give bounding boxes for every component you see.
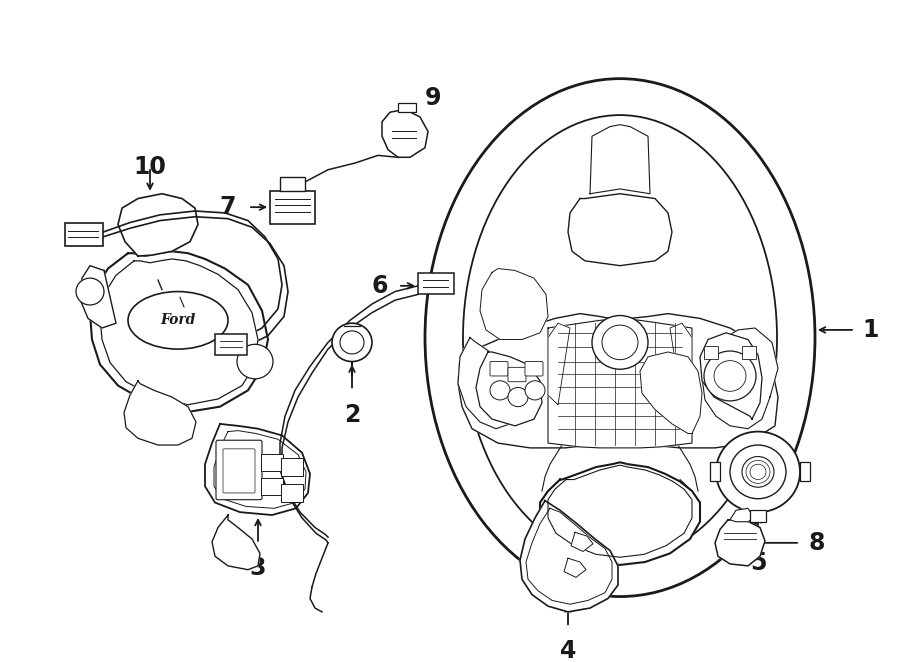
Ellipse shape	[128, 291, 228, 349]
Text: 1: 1	[862, 318, 878, 342]
Polygon shape	[590, 124, 650, 194]
Circle shape	[76, 278, 104, 305]
Polygon shape	[700, 333, 762, 419]
Polygon shape	[458, 314, 778, 448]
Polygon shape	[715, 520, 765, 566]
Circle shape	[237, 344, 273, 379]
Text: 7: 7	[220, 195, 236, 219]
FancyBboxPatch shape	[800, 462, 810, 481]
FancyBboxPatch shape	[750, 510, 766, 522]
FancyBboxPatch shape	[418, 273, 454, 295]
FancyBboxPatch shape	[215, 334, 247, 355]
Polygon shape	[90, 252, 268, 412]
Polygon shape	[564, 558, 586, 577]
FancyBboxPatch shape	[280, 177, 305, 191]
FancyBboxPatch shape	[281, 459, 303, 476]
Circle shape	[525, 381, 545, 400]
FancyBboxPatch shape	[525, 361, 543, 376]
Text: 6: 6	[372, 274, 388, 298]
Circle shape	[704, 351, 756, 401]
FancyBboxPatch shape	[65, 222, 103, 246]
FancyBboxPatch shape	[490, 361, 508, 376]
FancyBboxPatch shape	[281, 485, 303, 502]
Polygon shape	[118, 194, 198, 256]
Polygon shape	[212, 515, 260, 570]
Text: 5: 5	[750, 551, 766, 575]
Polygon shape	[568, 194, 672, 265]
Text: 4: 4	[560, 639, 576, 662]
Text: 10: 10	[133, 156, 166, 179]
FancyBboxPatch shape	[216, 440, 262, 500]
Polygon shape	[480, 269, 548, 340]
Polygon shape	[540, 462, 700, 565]
Circle shape	[730, 445, 786, 498]
FancyBboxPatch shape	[508, 367, 526, 382]
FancyBboxPatch shape	[398, 103, 416, 113]
Text: 3: 3	[250, 556, 266, 581]
Polygon shape	[571, 532, 593, 551]
FancyBboxPatch shape	[704, 346, 718, 359]
Polygon shape	[702, 328, 778, 429]
FancyBboxPatch shape	[742, 346, 756, 359]
Text: 2: 2	[344, 402, 360, 427]
Text: 9: 9	[425, 86, 442, 110]
Circle shape	[716, 432, 800, 512]
Ellipse shape	[463, 115, 777, 560]
Text: 8: 8	[808, 531, 824, 555]
Polygon shape	[100, 259, 258, 404]
Polygon shape	[124, 381, 196, 445]
Polygon shape	[520, 500, 618, 612]
FancyBboxPatch shape	[270, 191, 315, 224]
Circle shape	[332, 323, 372, 361]
FancyBboxPatch shape	[261, 453, 283, 471]
Text: Ford: Ford	[160, 313, 195, 327]
Ellipse shape	[425, 79, 815, 596]
Polygon shape	[548, 318, 692, 448]
Polygon shape	[205, 424, 310, 515]
Polygon shape	[382, 109, 428, 158]
FancyBboxPatch shape	[261, 477, 283, 495]
Circle shape	[490, 381, 510, 400]
Polygon shape	[458, 338, 518, 429]
Polygon shape	[476, 352, 542, 426]
Polygon shape	[670, 323, 692, 404]
Polygon shape	[80, 265, 116, 328]
FancyBboxPatch shape	[710, 462, 720, 481]
Polygon shape	[730, 508, 754, 522]
Circle shape	[592, 316, 648, 369]
Circle shape	[742, 457, 774, 487]
Polygon shape	[640, 352, 702, 434]
Circle shape	[508, 387, 528, 406]
Polygon shape	[548, 323, 570, 404]
